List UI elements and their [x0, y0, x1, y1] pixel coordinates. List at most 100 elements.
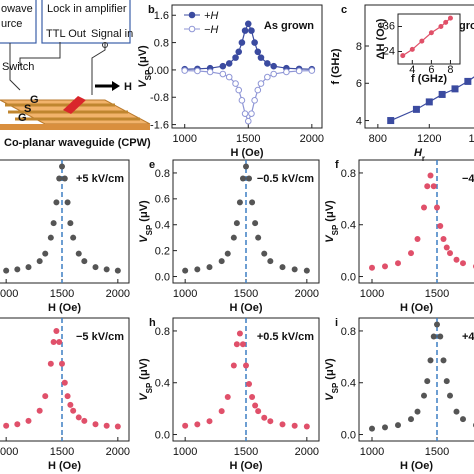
y-axis-label: VSP (μV) [138, 358, 154, 401]
y-tick-label: 1.6 [154, 10, 169, 22]
annotation: −5 kV/cm [76, 331, 124, 343]
data-point [236, 330, 243, 337]
x-tick-label: 1000 [172, 133, 196, 145]
data-point [61, 175, 68, 182]
electrode-label: S [24, 103, 31, 115]
x-tick-label: 1000 [360, 446, 384, 458]
marker [283, 68, 290, 76]
data-point [246, 175, 253, 182]
marker [251, 97, 258, 104]
x-axis-label: H (Oe) [48, 302, 81, 314]
source-box [0, 0, 37, 44]
data-point [430, 333, 437, 340]
marker [248, 110, 255, 117]
data-point [414, 408, 421, 415]
data-point [25, 264, 32, 271]
x-tick-label: 800 [369, 133, 387, 145]
data-point [218, 408, 225, 415]
wire [19, 42, 61, 66]
data-point [56, 338, 63, 345]
data-point [437, 223, 444, 230]
data-point [53, 199, 60, 206]
y-tick-label: 36 [383, 20, 395, 32]
data-point [440, 357, 447, 364]
data-point [252, 402, 259, 409]
y-tick-label: 0.0 [155, 429, 170, 441]
data-point [252, 220, 259, 227]
marker [387, 117, 395, 125]
marker [219, 70, 227, 78]
x-axis-label: H (Oe) [400, 302, 433, 314]
data-point [246, 381, 253, 388]
data-point [182, 267, 189, 274]
y-tick-label: 0.00 [148, 65, 169, 77]
annotation: −0.5 kV/cm [257, 173, 314, 185]
data-point [59, 163, 65, 170]
y-axis-label-sub: SP [145, 382, 154, 393]
data-point [408, 416, 414, 423]
x-tick-label: 1500 [234, 446, 258, 458]
y-tick-label: 24 [383, 45, 395, 57]
marker [219, 62, 227, 70]
data-point [64, 199, 71, 206]
marker [451, 85, 459, 93]
data-point [81, 417, 88, 424]
data-point [103, 422, 110, 429]
data-point [291, 266, 298, 273]
data-point [50, 220, 57, 227]
connector [102, 42, 108, 48]
data-point [437, 333, 444, 340]
y-tick-label: 0.0 [341, 271, 356, 283]
y-tick-label: 0.4 [155, 220, 170, 232]
data-point [53, 327, 60, 334]
data-point [255, 408, 262, 415]
data-point [75, 250, 82, 257]
data-point [243, 163, 249, 170]
panel-label: h [149, 317, 156, 329]
data-point [414, 235, 421, 242]
data-point [56, 175, 63, 182]
data-point [61, 379, 68, 386]
data-point [206, 264, 213, 271]
x-axis-label: H (Oe) [231, 147, 264, 159]
data-point [114, 423, 121, 430]
data-point [408, 250, 414, 257]
data-point [427, 357, 434, 364]
data-point [447, 392, 453, 399]
x-axis-label: H (Oe) [400, 460, 433, 472]
data-point [81, 258, 88, 265]
data-point [59, 360, 65, 367]
y-tick-label: 0.4 [341, 220, 356, 232]
data-point [92, 421, 99, 428]
y-axis-label-unit: (μV) [324, 358, 336, 380]
y-axis-label-main: V [137, 79, 149, 88]
data-point [218, 258, 225, 265]
marker [194, 67, 201, 75]
wire [91, 42, 106, 95]
wire [9, 43, 21, 91]
y-axis-label: VSP (μV) [138, 200, 154, 243]
y-axis-label-sub: SP [331, 224, 340, 235]
plot-frame [397, 13, 461, 65]
y-tick-label: 0.8 [154, 37, 169, 49]
marker [254, 48, 262, 56]
y-axis-label: ΔH (Oe) [375, 18, 387, 59]
y-axis-label-unit: (μV) [324, 200, 336, 222]
source-label: owave [1, 3, 33, 15]
setup-diagram: owave urce Lock in amplifier TTL Out Sig… [0, 0, 151, 149]
marker [181, 67, 189, 74]
data-point [75, 414, 82, 421]
x-axis-label: H (Oe) [230, 460, 263, 472]
y-axis-label-main: V [324, 392, 336, 401]
y-tick-label: 0.8 [341, 326, 356, 338]
amplifier-label: Lock in amplifier [47, 3, 127, 15]
data-point [440, 235, 447, 242]
field-arrowhead [112, 81, 120, 91]
data-point [47, 360, 54, 367]
waveguide-side [0, 124, 150, 130]
data-point [369, 425, 375, 432]
data-point [50, 338, 57, 345]
marker [232, 80, 239, 87]
x-tick-label: 4 [409, 64, 415, 76]
data-point [279, 264, 286, 271]
